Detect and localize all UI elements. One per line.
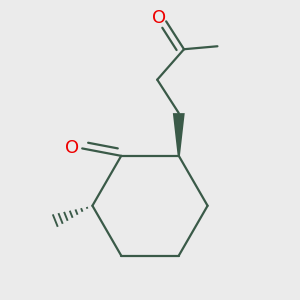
Text: O: O	[65, 140, 79, 158]
Text: O: O	[152, 9, 167, 27]
Polygon shape	[173, 113, 185, 156]
